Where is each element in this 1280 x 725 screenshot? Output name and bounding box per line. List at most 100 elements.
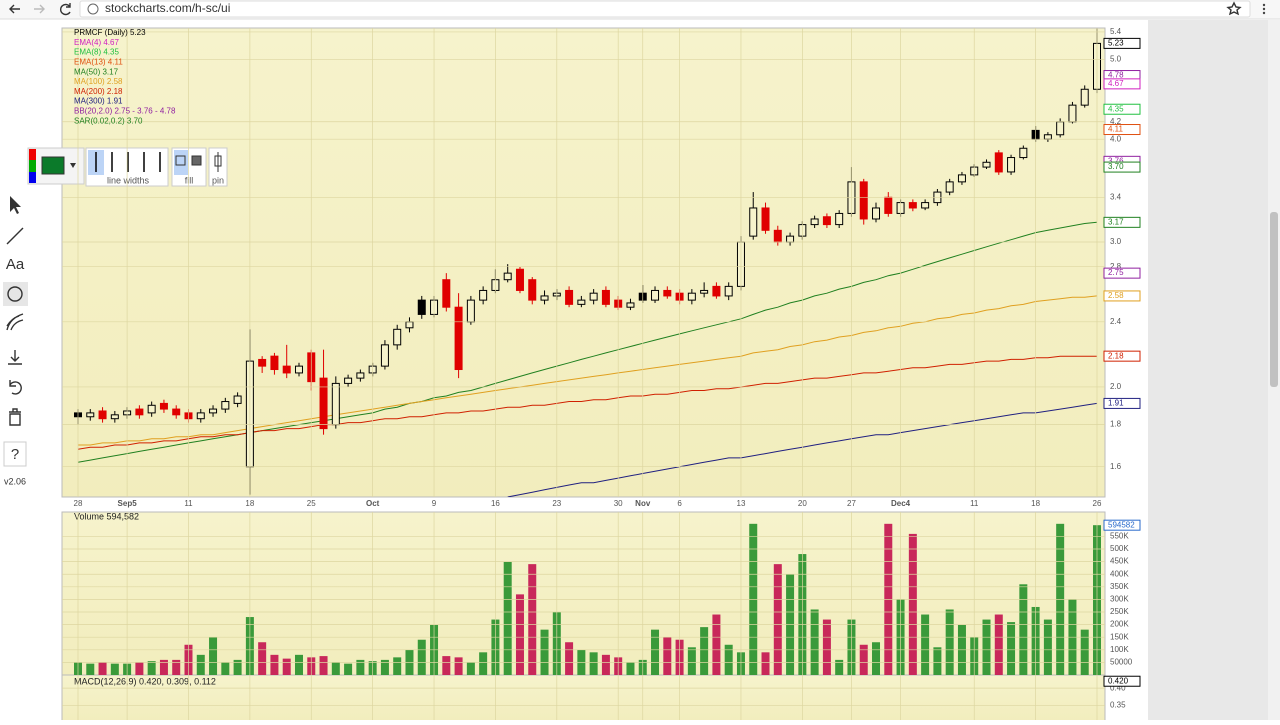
x-tick-label: 18 bbox=[1031, 499, 1040, 508]
candle-body bbox=[319, 377, 328, 430]
legend-entry: MA(200) 2.18 bbox=[74, 87, 123, 96]
volume-bar bbox=[565, 642, 574, 675]
x-tick-label: 25 bbox=[307, 499, 316, 508]
y-tick-label: 2.4 bbox=[1110, 317, 1122, 326]
value-tag bbox=[1103, 675, 1141, 687]
volume-bar bbox=[687, 647, 696, 675]
value-tag-label: 0.420 bbox=[1108, 676, 1129, 685]
value-tag-label: 1.91 bbox=[1108, 399, 1124, 408]
delete-tool[interactable] bbox=[9, 408, 21, 426]
legend-entry: PRMCF (Daily) 5.23 bbox=[74, 28, 146, 37]
candle-body bbox=[1056, 121, 1065, 136]
back-button[interactable] bbox=[9, 4, 20, 14]
candle-body bbox=[233, 395, 242, 404]
shape-tool-bg bbox=[3, 282, 28, 306]
candle-body bbox=[528, 279, 537, 301]
forward-button[interactable] bbox=[34, 4, 45, 14]
x-tick-label: 30 bbox=[614, 499, 623, 508]
volume-bar bbox=[1019, 584, 1028, 675]
candle-body bbox=[1080, 88, 1089, 106]
fib-tool[interactable] bbox=[6, 313, 24, 331]
macd-title: MACD(12,26,9) 0.420, 0.309, 0.112 bbox=[74, 676, 216, 686]
text-tool[interactable]: Aa bbox=[6, 256, 25, 273]
volume-bar bbox=[442, 656, 451, 675]
volume-bar bbox=[872, 642, 881, 675]
candle-body bbox=[589, 292, 598, 301]
candle-body bbox=[209, 408, 218, 414]
shape-tool[interactable] bbox=[7, 286, 23, 302]
x-tick-label: 26 bbox=[1093, 499, 1102, 508]
candle-body bbox=[196, 412, 205, 420]
y-tick-label: 1.8 bbox=[1110, 420, 1122, 429]
value-tag bbox=[1103, 290, 1141, 302]
menu-button[interactable] bbox=[1262, 3, 1266, 15]
bookmark-star[interactable] bbox=[1226, 1, 1242, 16]
help-button[interactable]: ? bbox=[11, 446, 19, 463]
value-tag-label: 594582 bbox=[1108, 520, 1135, 529]
value-tag bbox=[1103, 78, 1141, 90]
candle-body bbox=[908, 202, 917, 209]
y-tick-label: 0.40 bbox=[1110, 683, 1126, 692]
volume-bar bbox=[908, 533, 917, 675]
candle-body bbox=[761, 207, 770, 231]
value-tag-label: 4.35 bbox=[1108, 104, 1124, 113]
volume-bar bbox=[98, 662, 107, 675]
candle-body bbox=[663, 289, 672, 297]
volume-bar bbox=[945, 609, 954, 675]
volume-bar bbox=[540, 629, 549, 675]
url: stockcharts.com/h-sc/ui bbox=[105, 1, 230, 15]
candle-body bbox=[417, 299, 426, 315]
candle-body bbox=[773, 229, 782, 243]
value-tag-label: 5.23 bbox=[1108, 38, 1124, 47]
value-tag bbox=[1103, 519, 1141, 531]
scroll-thumb[interactable] bbox=[1270, 212, 1278, 387]
volume-bar bbox=[221, 662, 230, 675]
volume-bar bbox=[515, 594, 524, 675]
candle-body bbox=[712, 285, 721, 297]
volume-bar bbox=[258, 642, 267, 675]
candle-body bbox=[601, 289, 610, 305]
x-tick-label: 13 bbox=[737, 499, 746, 508]
x-tick-label: Nov bbox=[635, 499, 651, 508]
candle-body bbox=[786, 235, 795, 243]
candle-body bbox=[577, 299, 586, 305]
candle-body bbox=[172, 408, 181, 416]
candle-body bbox=[466, 299, 475, 323]
volume-bar bbox=[270, 654, 279, 675]
candle-body bbox=[921, 202, 930, 209]
undo-tool[interactable] bbox=[9, 380, 22, 395]
x-tick-label: 28 bbox=[74, 499, 83, 508]
value-tag-label: 2.75 bbox=[1108, 268, 1124, 277]
volume-bar bbox=[589, 652, 598, 675]
y-tick-label: 2.0 bbox=[1110, 382, 1122, 391]
candle-body bbox=[405, 321, 414, 329]
candle-body bbox=[540, 295, 549, 301]
y-tick-label: 1.6 bbox=[1110, 462, 1122, 471]
y-tick-label: 5.4 bbox=[1110, 27, 1122, 36]
volume-bar bbox=[663, 637, 672, 675]
help-box[interactable] bbox=[3, 441, 27, 467]
pin-label: pin bbox=[212, 175, 224, 185]
candle-body bbox=[982, 161, 991, 168]
line-tool[interactable] bbox=[6, 227, 24, 245]
volume-bar bbox=[159, 659, 168, 675]
x-tick-label: 20 bbox=[798, 499, 807, 508]
volume-bar bbox=[344, 663, 353, 675]
address-bar[interactable] bbox=[79, 0, 1251, 18]
volume-panel bbox=[61, 511, 1106, 676]
x-tick-label: Sep5 bbox=[118, 499, 138, 508]
candle-body bbox=[221, 401, 230, 410]
y-tick-label: 2.8 bbox=[1110, 262, 1122, 271]
value-tag bbox=[1103, 216, 1141, 228]
volume-bar bbox=[454, 657, 463, 675]
pointer-tool[interactable] bbox=[10, 196, 21, 214]
reload-button[interactable] bbox=[60, 3, 71, 16]
download-tool[interactable] bbox=[8, 350, 22, 365]
value-tag-label: 2.18 bbox=[1108, 351, 1124, 360]
candle-body bbox=[872, 207, 881, 220]
candle-body bbox=[98, 410, 107, 420]
candle-body bbox=[147, 404, 156, 414]
volume-bar bbox=[761, 652, 770, 675]
candle-body bbox=[565, 289, 574, 305]
